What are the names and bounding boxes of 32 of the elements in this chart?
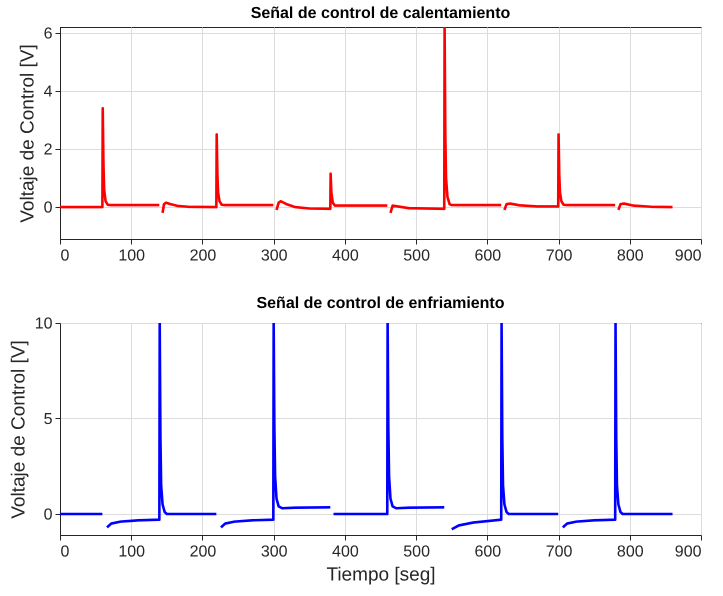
x-tick-label: 0: [60, 544, 70, 560]
x-tick-label: 500: [403, 544, 430, 560]
y-tick-label: 0: [44, 200, 53, 217]
x-tick-label: 100: [118, 248, 146, 264]
y-tick-label: 6: [44, 25, 53, 42]
x-tick-label: 400: [332, 544, 359, 560]
x-tick-label: 0: [60, 248, 70, 264]
x-tick-label: 400: [332, 248, 359, 264]
chart-title: Señal de control de calentamiento: [250, 4, 511, 22]
x-tick-label: 900: [674, 248, 702, 264]
x-tick-label: 300: [260, 544, 288, 560]
x-tick-label: 800: [616, 544, 644, 560]
x-tick-label: 300: [260, 248, 288, 264]
y-tick-label: 10: [34, 316, 53, 332]
x-tick-label: 900: [674, 544, 702, 560]
x-tick-label: 200: [190, 544, 216, 560]
x-axis-title: Tiempo [seg]: [326, 564, 436, 586]
chart-title: Señal de control de enfriamiento: [256, 295, 505, 312]
x-tick-label: 600: [474, 248, 502, 264]
x-tick-label: 100: [118, 544, 146, 560]
x-tick-label: 800: [616, 248, 644, 264]
x-tick-label: 700: [546, 544, 572, 560]
y-tick-label: 2: [44, 141, 53, 158]
y-axis-title: Voltaje de Control [V]: [18, 44, 39, 223]
y-tick-label: 5: [44, 410, 53, 428]
x-tick-label: 600: [474, 544, 502, 560]
x-tick-label: 200: [190, 248, 216, 264]
y-tick-label: 4: [44, 83, 53, 100]
y-tick-label: 0: [44, 506, 53, 524]
x-tick-label: 700: [546, 248, 572, 264]
x-tick-label: 500: [403, 248, 430, 264]
y-axis-title: Voltaje de Control [V]: [8, 340, 30, 519]
